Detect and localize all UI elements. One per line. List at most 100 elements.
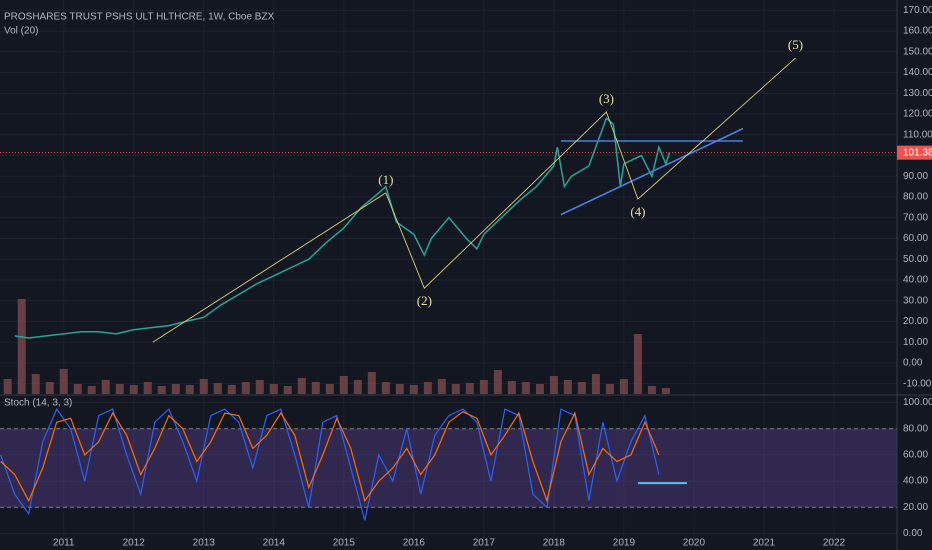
y-tick-label: 80.00 xyxy=(903,192,928,203)
wave-label: (3) xyxy=(599,91,614,106)
volume-bar xyxy=(143,382,152,394)
y-tick-label: 170.00 xyxy=(903,5,932,16)
x-tick-label: 2018 xyxy=(543,538,566,549)
wave-label: (5) xyxy=(788,37,803,52)
x-tick-label: 2021 xyxy=(753,538,776,549)
wave-label: (4) xyxy=(630,204,645,219)
volume-bar xyxy=(311,382,320,394)
volume-bar xyxy=(241,382,250,394)
wave-line xyxy=(152,57,796,343)
stoch-tick-label: 60.00 xyxy=(903,450,928,461)
y-tick-label: 120.00 xyxy=(903,109,932,120)
volume-bar xyxy=(185,385,194,394)
volume-bar xyxy=(17,299,26,394)
volume-bar xyxy=(31,374,40,394)
volume-bar xyxy=(507,381,516,394)
stoch-tick-label: 100.00 xyxy=(903,397,932,408)
volume-bar xyxy=(409,385,418,394)
x-tick-label: 2014 xyxy=(263,538,286,549)
x-tick-label: 2020 xyxy=(683,538,706,549)
volume-bar xyxy=(521,382,530,394)
volume-bar xyxy=(451,384,460,394)
y-tick-label: 40.00 xyxy=(903,275,928,286)
volume-bar xyxy=(353,380,362,394)
volume-bar xyxy=(255,380,264,394)
x-tick-label: 2013 xyxy=(193,538,216,549)
volume-bar xyxy=(73,384,82,394)
volume-bar xyxy=(633,334,642,394)
volume-bar xyxy=(101,380,110,394)
y-tick-label: 130.00 xyxy=(903,88,932,99)
volume-bar xyxy=(157,386,166,394)
volume-bar xyxy=(661,388,670,394)
y-tick-label: -10.00 xyxy=(903,378,932,389)
x-tick-label: 2017 xyxy=(473,538,496,549)
volume-bar xyxy=(367,372,376,394)
x-tick-label: 2022 xyxy=(823,538,846,549)
wave-label: (2) xyxy=(417,293,432,308)
volume-bar xyxy=(647,386,656,394)
x-tick-label: 2011 xyxy=(53,538,75,549)
y-tick-label: 110.00 xyxy=(903,129,932,140)
x-tick-label: 2015 xyxy=(333,538,356,549)
y-tick-label: 0.00 xyxy=(903,358,923,369)
y-tick-label: 50.00 xyxy=(903,254,928,265)
price-line xyxy=(14,116,671,339)
stoch-tick-label: 20.00 xyxy=(903,502,928,513)
plot-layer: (1) (2) (3) (4) (5) xyxy=(0,0,897,540)
y-tick-label: 90.00 xyxy=(903,171,928,182)
volume-bar xyxy=(577,382,586,394)
y-tick-label: 70.00 xyxy=(903,212,928,223)
volume-bar xyxy=(395,384,404,394)
stoch-line xyxy=(0,411,660,503)
volume-bar xyxy=(59,369,68,394)
x-tick-label: 2016 xyxy=(403,538,426,549)
volume-bar xyxy=(493,370,502,394)
trendline xyxy=(560,127,744,216)
volume-bar xyxy=(297,378,306,394)
volume-bar xyxy=(479,380,488,394)
stoch-tick-label: 40.00 xyxy=(903,476,928,487)
volume-bar xyxy=(423,382,432,394)
volume-bar xyxy=(115,384,124,394)
volume-bar xyxy=(283,386,292,394)
volume-bar xyxy=(563,380,572,394)
volume-bar xyxy=(45,382,54,394)
volume-bar xyxy=(339,376,348,394)
volume-bar xyxy=(269,384,278,394)
stoch-tick-label: 80.00 xyxy=(903,423,928,434)
volume-bar xyxy=(549,376,558,394)
y-tick-label: 20.00 xyxy=(903,316,928,327)
volume-bar xyxy=(619,379,628,394)
volume-bar xyxy=(87,386,96,394)
volume-bar xyxy=(129,385,138,394)
x-tick-label: 2012 xyxy=(123,538,146,549)
wave-label: (1) xyxy=(378,172,393,187)
volume-bar xyxy=(3,379,12,394)
volume-label: Vol (20) xyxy=(4,26,38,37)
y-tick-label: 140.00 xyxy=(903,67,932,78)
stoch-band xyxy=(0,428,897,508)
stoch-label: Stoch (14, 3, 3) xyxy=(4,398,72,409)
volume-bar xyxy=(465,383,474,394)
y-tick-label: 30.00 xyxy=(903,295,928,306)
volume-bar xyxy=(381,382,390,394)
volume-bar xyxy=(605,384,614,394)
last-price-label: 101.38 xyxy=(903,147,932,158)
volume-bar xyxy=(437,379,446,394)
last-price-box xyxy=(897,145,932,160)
chart-title: PROSHARES TRUST PSHS ULT HLTHCRE, 1W, Cb… xyxy=(4,12,275,23)
x-tick-label: 2019 xyxy=(613,538,636,549)
y-tick-label: 10.00 xyxy=(903,337,928,348)
y-tick-label: 150.00 xyxy=(903,46,932,57)
volume-bar xyxy=(535,384,544,394)
y-tick-label: 160.00 xyxy=(903,26,932,37)
y-tick-label: 60.00 xyxy=(903,233,928,244)
volume-bar xyxy=(227,385,236,394)
volume-bar xyxy=(199,379,208,394)
volume-bar xyxy=(591,374,600,394)
volume-bar xyxy=(171,384,180,394)
